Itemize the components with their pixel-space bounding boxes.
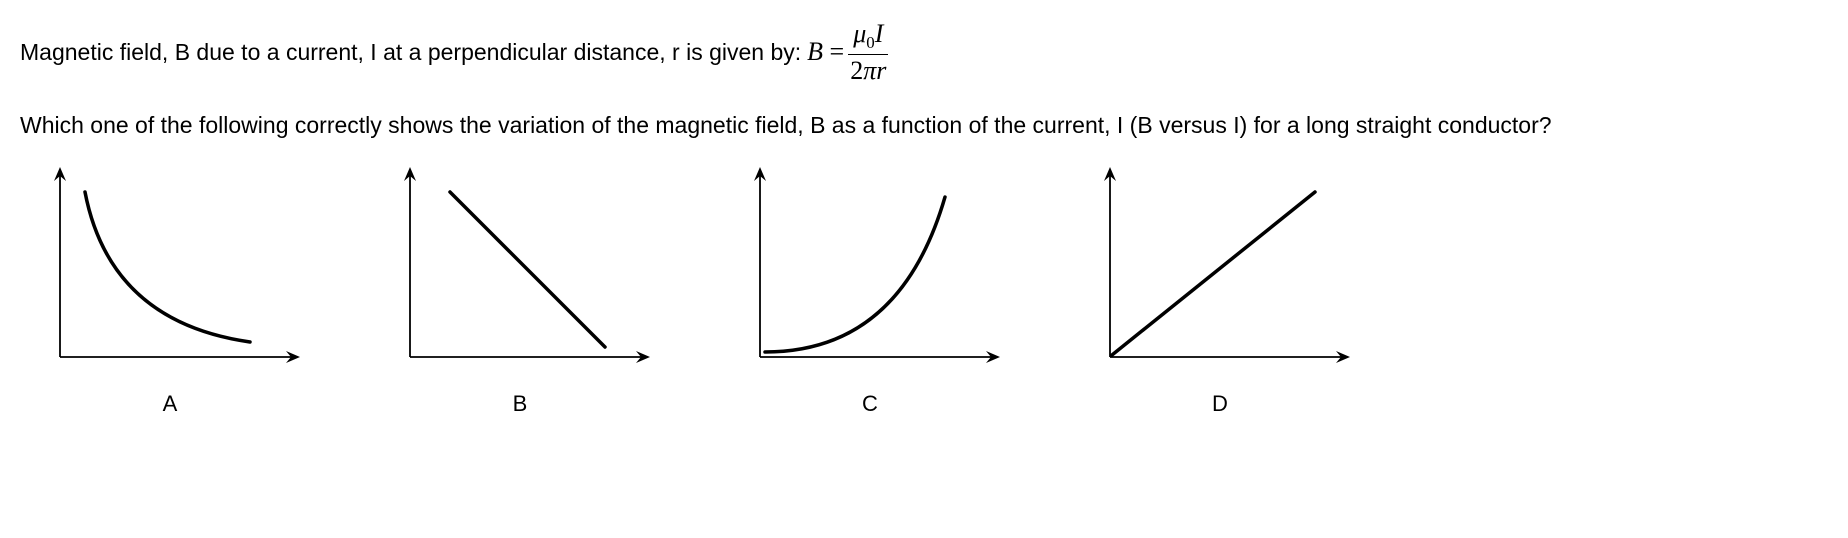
graph-svg — [730, 157, 1010, 387]
graph-option: A — [30, 157, 310, 417]
formula-equals: = — [830, 37, 845, 66]
question-text: Which one of the following correctly sho… — [20, 112, 1828, 139]
formula-numerator: μ0I — [851, 20, 885, 52]
graph-label: D — [1212, 391, 1228, 417]
intro-line: Magnetic field, B due to a current, I at… — [20, 20, 1828, 84]
intro-text: Magnetic field, B due to a current, I at… — [20, 39, 801, 66]
pi-symbol: π — [863, 56, 876, 85]
graph-svg — [30, 157, 310, 387]
graph-option: C — [730, 157, 1010, 417]
graph-label: B — [513, 391, 528, 417]
mu-symbol: μ — [853, 19, 866, 48]
r-symbol: r — [876, 56, 886, 85]
graph-option: D — [1080, 157, 1360, 417]
graph-svg — [380, 157, 660, 387]
graphs-row: A B C D — [20, 157, 1828, 417]
formula-fraction: μ0I 2πr — [848, 20, 888, 84]
formula-lhs: B — [807, 37, 823, 66]
formula-denominator: 2πr — [848, 57, 888, 84]
graph-option: B — [380, 157, 660, 417]
question-page: Magnetic field, B due to a current, I at… — [0, 0, 1848, 538]
I-symbol: I — [875, 19, 884, 48]
fraction-bar — [848, 54, 888, 55]
mu-subscript: 0 — [866, 33, 874, 52]
formula: B = μ0I 2πr — [807, 20, 888, 84]
two-symbol: 2 — [850, 56, 863, 85]
graph-svg — [1080, 157, 1360, 387]
graph-label: A — [163, 391, 178, 417]
graph-label: C — [862, 391, 878, 417]
